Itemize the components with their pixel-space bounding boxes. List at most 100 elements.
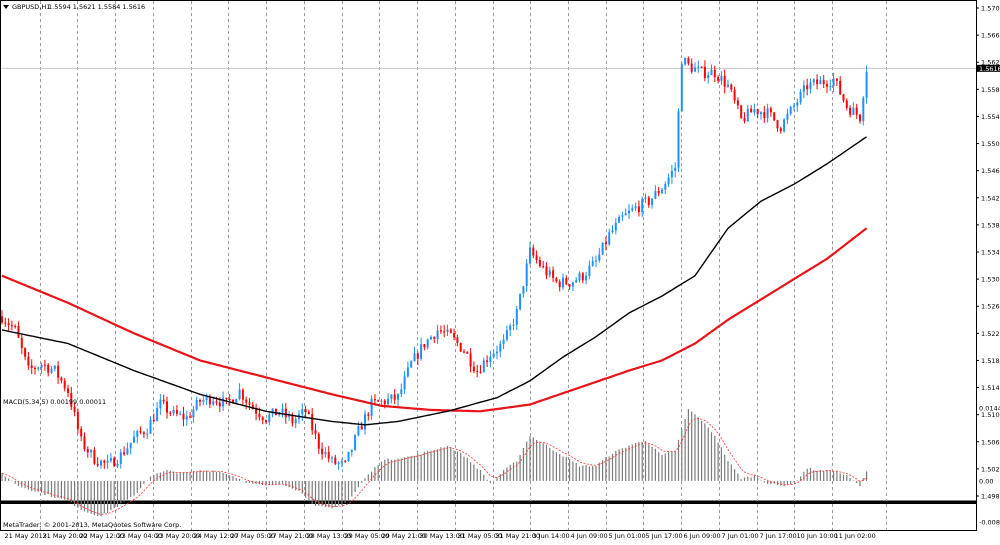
candle-body <box>175 409 178 415</box>
candle-body <box>60 377 63 381</box>
dropdown-triangle-icon[interactable] <box>3 5 9 9</box>
candle-body <box>360 426 363 430</box>
candle-body <box>159 399 162 409</box>
candle-body <box>637 206 640 213</box>
candle-body <box>802 85 805 92</box>
candle-body <box>670 170 673 178</box>
candle-body <box>842 94 845 101</box>
candle-body <box>63 380 66 389</box>
candle-body <box>519 293 522 310</box>
candle-body <box>251 404 254 410</box>
candle-body <box>496 351 498 354</box>
candle-body <box>482 360 485 373</box>
candle-body <box>334 457 337 464</box>
candle-body <box>463 351 465 353</box>
price-tick-label: 1.5585 <box>981 86 1000 94</box>
candle-body <box>548 270 551 276</box>
candle-body <box>862 97 865 121</box>
candle-body <box>826 84 828 87</box>
candle-body <box>109 457 112 461</box>
candle-body <box>756 109 759 115</box>
price-tick-label: 1.5145 <box>981 384 1000 392</box>
candle-body <box>423 344 426 348</box>
candle-body <box>680 64 683 112</box>
macd-tick-label: -0.00813 <box>979 519 1000 527</box>
candle-body <box>822 80 825 85</box>
candle-body <box>321 448 324 455</box>
candle-body <box>162 399 165 402</box>
candle-body <box>311 413 314 431</box>
candle-body <box>855 107 858 115</box>
candle-body <box>529 247 531 264</box>
candle-body <box>241 389 244 400</box>
candle-body <box>773 112 776 121</box>
time-tick-label: 7 Jun 01:00 <box>722 532 759 540</box>
candle-body <box>707 75 710 79</box>
candle-body <box>509 325 512 331</box>
candle-body <box>169 412 172 414</box>
time-tick-label: 30 May 13:00 <box>420 532 465 540</box>
candle-body <box>505 330 508 340</box>
candle-body <box>106 460 109 463</box>
candle-body <box>832 78 835 86</box>
candle-body <box>70 392 73 407</box>
candle-body <box>403 376 406 390</box>
candle-body <box>248 402 251 405</box>
price-tick-label: 1.5105 <box>981 411 1000 419</box>
candle-body <box>657 190 660 194</box>
candle-body <box>611 230 614 233</box>
time-tick-label: 21 May 2013 <box>5 532 47 540</box>
price-tick-label: 1.5265 <box>981 303 1000 311</box>
candle-body <box>806 85 809 90</box>
candle-body <box>710 69 713 76</box>
candle-body <box>139 430 142 433</box>
candle-body <box>354 435 357 450</box>
price-tick-label: 1.5305 <box>981 276 1000 284</box>
candle-body <box>532 247 535 256</box>
candle-body <box>142 432 145 435</box>
candle-body <box>852 107 855 115</box>
candle-body <box>156 408 159 422</box>
candle-body <box>123 452 126 455</box>
candle-body <box>324 451 327 455</box>
candle-body <box>453 333 456 338</box>
candle-body <box>377 400 380 402</box>
candle-body <box>839 80 842 95</box>
candle-body <box>565 277 568 285</box>
candle-body <box>515 309 518 325</box>
candle-body <box>730 84 733 90</box>
candle-body <box>136 430 139 437</box>
candle-body <box>535 255 538 261</box>
candle-body <box>796 102 799 106</box>
candle-body <box>641 198 644 213</box>
signal-path <box>1 417 867 515</box>
price-tick-label: 1.5345 <box>981 249 1000 257</box>
time-tick-label: 28 May 13:00 <box>307 532 352 540</box>
price-tick-label: 1.5505 <box>981 140 1000 148</box>
candle-body <box>413 353 416 362</box>
price-tick-label: 1.5465 <box>981 167 1000 175</box>
candle-body <box>268 414 271 423</box>
price-tick-label: 1.5185 <box>981 357 1000 365</box>
candle-body <box>430 336 432 340</box>
candle-body <box>57 365 60 378</box>
candle-body <box>614 222 617 231</box>
candle-body <box>538 260 541 267</box>
candle-body <box>205 396 208 400</box>
price-tick-label: 1.5625 <box>981 59 1000 67</box>
candle-body <box>383 400 386 405</box>
candle-body <box>684 58 687 65</box>
candle-body <box>492 353 495 357</box>
candle-body <box>24 348 27 357</box>
candle-body <box>294 418 297 424</box>
candle-body <box>304 409 307 413</box>
candle-body <box>783 119 786 132</box>
candle-body <box>489 356 492 362</box>
candle-body <box>621 215 624 217</box>
candle-body <box>37 367 40 369</box>
candle-body <box>631 208 634 211</box>
time-tick-label: 5 Jun 17:00 <box>646 532 683 540</box>
candle-body <box>588 265 591 276</box>
